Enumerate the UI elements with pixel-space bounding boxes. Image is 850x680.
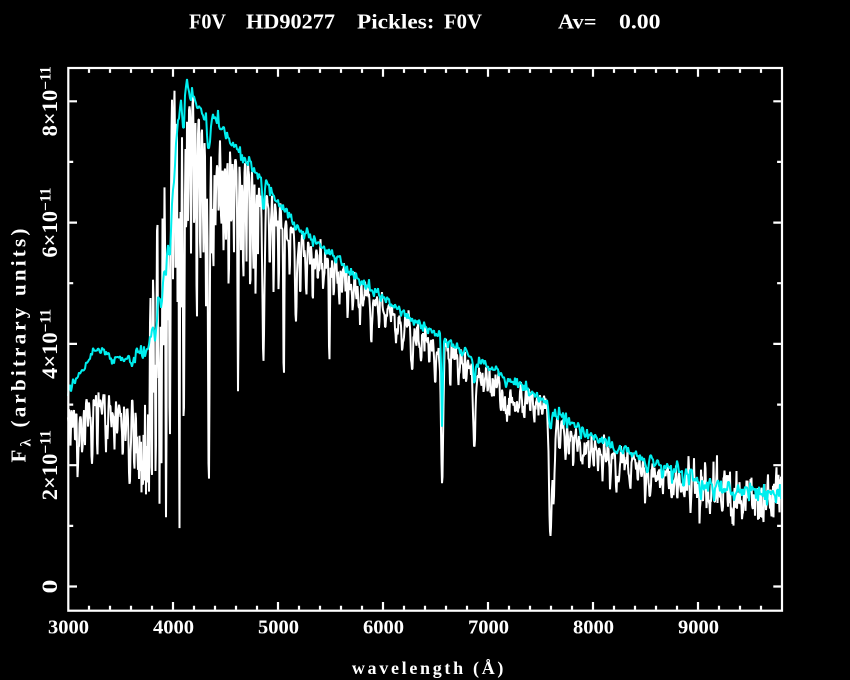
svg-text:3000: 3000 (48, 617, 89, 639)
svg-text:Pickles:: Pickles: (357, 10, 435, 34)
svg-text:F0V: F0V (444, 10, 482, 34)
svg-text:6000: 6000 (363, 617, 404, 639)
svg-text:7000: 7000 (468, 617, 509, 639)
svg-text:5000: 5000 (258, 617, 299, 639)
svg-text:Fλ (arbitrary units): Fλ (arbitrary units) (7, 225, 35, 462)
svg-text:wavelength (Å): wavelength (Å) (352, 658, 506, 679)
svg-text:F0V: F0V (189, 10, 226, 34)
svg-text:0: 0 (37, 580, 62, 594)
svg-text:Av=: Av= (558, 10, 597, 34)
svg-text:8000: 8000 (573, 617, 614, 639)
svg-text:4000: 4000 (153, 617, 194, 639)
svg-text:0.00: 0.00 (619, 10, 661, 34)
svg-text:9000: 9000 (678, 617, 719, 639)
svg-text:HD90277: HD90277 (246, 10, 335, 34)
